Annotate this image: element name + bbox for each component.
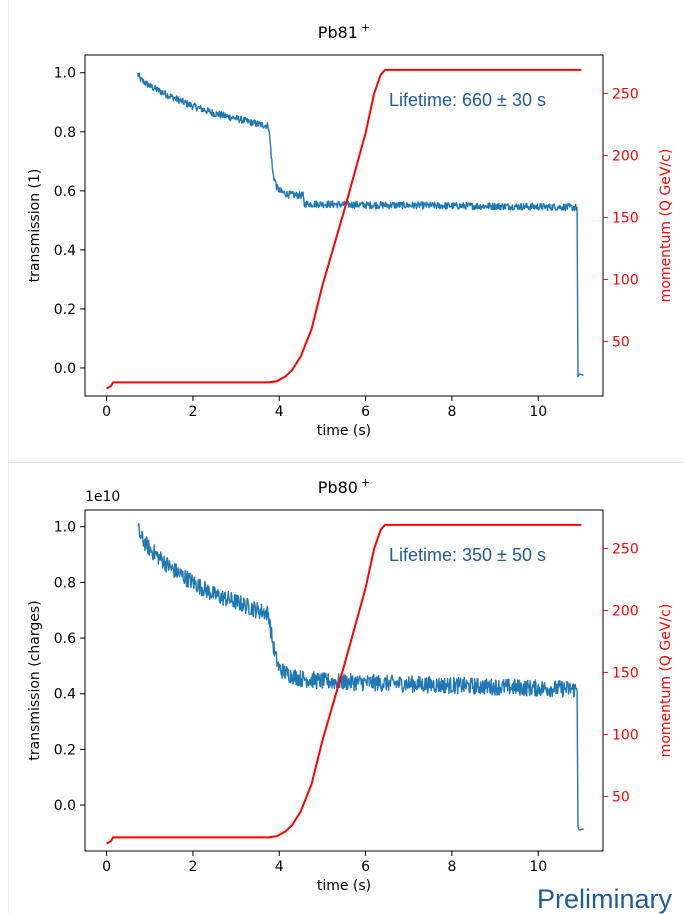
y2-tick-label: 200 <box>612 148 639 164</box>
y-tick-label: 0.2 <box>54 302 76 318</box>
transmission-series-line <box>137 72 584 378</box>
x-tick-label: 10 <box>529 859 547 875</box>
x-tick-label: 10 <box>529 404 547 420</box>
chart-panel-2: 0 2 4 6 8 10 0.0 0.2 0.4 0.6 0.8 1.0 50 100 150 200 250 t… <box>27 476 674 894</box>
y-tick-label: 0.4 <box>54 687 76 703</box>
x-tick-label: 8 <box>447 404 456 420</box>
y2-tick-label: 250 <box>612 86 639 102</box>
x-tick-label: 2 <box>188 404 197 420</box>
y-tick-label: 0.2 <box>54 742 76 758</box>
y-tick-label: 1.0 <box>54 66 76 82</box>
transmission-series-line <box>137 522 584 831</box>
x-tick-label: 0 <box>102 404 111 420</box>
lifetime-annotation: Lifetime: 350 ± 50 s <box>389 545 546 565</box>
y-tick-label: 0.8 <box>54 575 76 591</box>
chart-title-superscript: + <box>361 21 370 34</box>
y-offset-text: 1e10 <box>85 489 120 505</box>
chart-panel-1: 0 2 4 6 8 10 0.0 0.2 0.4 0.6 0.8 1.0 50 100 150 200 250 t… <box>27 21 674 439</box>
y2-tick-label: 100 <box>612 272 639 288</box>
y2-tick-label: 50 <box>612 334 630 350</box>
x-tick-label: 4 <box>275 404 284 420</box>
x-axis-label: time (s) <box>317 423 371 439</box>
lifetime-annotation: Lifetime: 660 ± 30 s <box>389 90 546 110</box>
chart-title-text: Pb80 <box>318 478 358 497</box>
y2-tick-label: 150 <box>612 210 639 226</box>
chart-title: Pb80 + <box>318 476 370 497</box>
momentum-series-line <box>106 68 582 390</box>
figure-left-edge <box>8 0 9 914</box>
y2-axis-label: momentum (Q GeV/c) <box>658 604 674 758</box>
chart-title-superscript: + <box>361 476 370 489</box>
y-tick-label: 0.6 <box>54 631 76 647</box>
y-axis-label: transmission (charges) <box>27 600 43 760</box>
x-axis-label: time (s) <box>317 878 371 894</box>
chart-title-text: Pb81 <box>318 23 358 42</box>
y-tick-label: 0.0 <box>54 798 76 814</box>
x-tick-label: 6 <box>361 859 370 875</box>
y-tick-label: 0.8 <box>54 125 76 141</box>
y2-tick-label: 100 <box>612 727 639 743</box>
x-tick-label: 6 <box>361 404 370 420</box>
x-tick-label: 2 <box>188 859 197 875</box>
x-tick-label: 0 <box>102 859 111 875</box>
y-tick-label: 0.4 <box>54 243 76 259</box>
preliminary-watermark: Preliminary <box>536 884 672 914</box>
y2-tick-label: 150 <box>612 665 639 681</box>
plot-frame <box>84 509 604 852</box>
chart-title: Pb81 + <box>318 21 370 42</box>
x-tick-label: 4 <box>275 859 284 875</box>
y-tick-label: 0.0 <box>54 361 76 377</box>
plot-frame <box>84 54 604 397</box>
y-tick-label: 0.6 <box>54 184 76 200</box>
y2-axis-label: momentum (Q GeV/c) <box>658 149 674 303</box>
y2-tick-label: 200 <box>612 603 639 619</box>
panel-separator <box>8 462 684 463</box>
y2-tick-label: 250 <box>612 541 639 557</box>
y-axis-label: transmission (1) <box>27 169 43 283</box>
y-tick-label: 1.0 <box>54 520 76 536</box>
x-tick-label: 8 <box>447 859 456 875</box>
momentum-series-line <box>106 523 582 845</box>
y2-tick-label: 50 <box>612 789 630 805</box>
